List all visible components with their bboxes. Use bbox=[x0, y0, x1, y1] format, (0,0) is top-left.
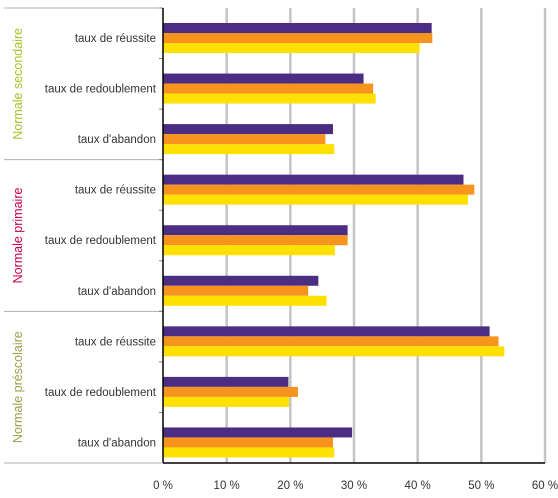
group-label: Normale primaire bbox=[11, 188, 25, 284]
bar bbox=[163, 285, 309, 296]
category-label: taux d'abandon bbox=[78, 437, 156, 449]
x-tick-label: 20 % bbox=[277, 480, 303, 492]
category-label: taux de redoublement bbox=[45, 84, 157, 96]
bar bbox=[163, 73, 364, 84]
category-label: taux de redoublement bbox=[45, 235, 157, 247]
bar bbox=[163, 174, 464, 185]
bar bbox=[163, 235, 348, 246]
group-label: Normale secondaire bbox=[11, 28, 25, 140]
bar bbox=[163, 275, 319, 286]
bar bbox=[163, 295, 327, 306]
bar bbox=[163, 83, 374, 94]
bar bbox=[163, 427, 353, 438]
bar bbox=[163, 336, 499, 347]
bar bbox=[163, 376, 289, 387]
bar bbox=[163, 396, 290, 407]
bar bbox=[163, 245, 335, 256]
bar bbox=[163, 93, 376, 104]
bar bbox=[163, 23, 432, 33]
category-label: taux de réussite bbox=[75, 336, 156, 348]
x-tick-label: 10 % bbox=[214, 480, 240, 492]
bar bbox=[163, 346, 505, 357]
bar bbox=[163, 447, 335, 458]
bar bbox=[163, 33, 433, 43]
x-tick-label: 50 % bbox=[468, 480, 494, 492]
x-tick-label: 60 % bbox=[532, 480, 558, 492]
bar bbox=[163, 124, 333, 135]
bar bbox=[163, 225, 348, 236]
x-tick-label: 40 % bbox=[405, 480, 431, 492]
category-label: taux d'abandon bbox=[78, 134, 156, 146]
bar bbox=[163, 43, 420, 53]
x-tick-label: 0 % bbox=[153, 480, 173, 492]
category-label: taux d'abandon bbox=[78, 286, 156, 298]
category-label: taux de réussite bbox=[75, 185, 156, 197]
category-label: taux de réussite bbox=[75, 33, 156, 45]
bar bbox=[163, 386, 298, 397]
group-label: Normale préscolaire bbox=[11, 331, 25, 443]
x-tick-label: 30 % bbox=[341, 480, 367, 492]
bar bbox=[163, 144, 335, 155]
bar bbox=[163, 184, 475, 195]
bar bbox=[163, 134, 326, 145]
bar bbox=[163, 194, 468, 205]
bar bbox=[163, 437, 333, 448]
category-label: taux de redoublement bbox=[45, 387, 157, 399]
bar bbox=[163, 326, 490, 337]
